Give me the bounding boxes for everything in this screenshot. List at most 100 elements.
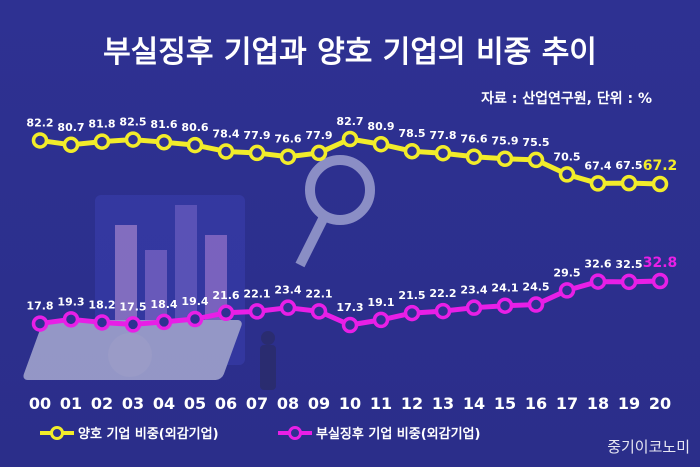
data-point	[465, 148, 483, 165]
illustration-magnifier-handle	[295, 212, 330, 268]
data-point	[651, 175, 669, 193]
data-point	[93, 314, 111, 331]
legend-swatch-marker	[50, 426, 64, 440]
data-label: 32.6	[584, 258, 611, 271]
data-label: 32.5	[615, 258, 642, 271]
illustration-lightbulb	[108, 333, 152, 377]
data-label: 23.4	[274, 284, 301, 297]
x-tick-label: 15	[494, 394, 516, 413]
data-label: 81.6	[150, 118, 177, 131]
data-label: 80.6	[181, 121, 208, 134]
chart-title: 부실징후 기업과 양호 기업의 비중 추이	[103, 35, 597, 70]
data-labels: 82.2 80.7 81.8 82.5 81.6 80.6 78.4 77.9 76.6 77.9…	[26, 115, 677, 314]
data-label: 82.7	[336, 115, 363, 128]
data-point	[155, 133, 173, 151]
data-label: 24.1	[491, 282, 518, 295]
data-label: 76.6	[274, 133, 301, 146]
data-label: 77.8	[429, 129, 456, 142]
data-label: 21.5	[398, 289, 425, 302]
illustration-person	[260, 345, 276, 390]
data-label: 22.1	[243, 287, 270, 300]
data-point	[31, 315, 49, 332]
data-point	[62, 311, 80, 328]
data-point	[186, 310, 204, 328]
data-point	[186, 136, 204, 154]
data-label: 18.4	[150, 298, 177, 311]
data-point	[217, 143, 235, 160]
x-tick-label: 04	[153, 394, 175, 413]
data-point	[434, 144, 452, 162]
data-label: 23.4	[460, 284, 487, 297]
brand-logo: 중기이코노미	[607, 438, 690, 456]
source-note: 자료 : 산업연구원, 단위 : %	[481, 90, 652, 107]
data-label: 19.1	[367, 296, 394, 309]
background-illustration	[23, 155, 375, 390]
x-tick-label: 19	[618, 394, 640, 413]
x-tick-label: 13	[432, 394, 454, 413]
x-tick-label: 02	[91, 394, 113, 413]
data-point	[279, 299, 297, 316]
data-label: 67.2	[643, 158, 678, 174]
data-point	[62, 136, 80, 154]
data-label: 22.2	[429, 287, 456, 300]
data-point	[496, 150, 514, 167]
x-tick-label: 12	[401, 394, 423, 413]
legend-label: 부실징후 기업 비중(외감기업)	[316, 426, 480, 442]
series-points	[31, 130, 669, 334]
data-label: 80.7	[57, 121, 84, 134]
data-point	[589, 175, 607, 192]
data-label: 21.6	[212, 289, 239, 302]
data-label: 78.4	[212, 127, 239, 140]
data-label: 81.8	[88, 118, 115, 131]
data-label: 67.4	[584, 159, 611, 172]
x-tick-label: 20	[649, 394, 671, 413]
legend-label: 양호 기업 비중(외감기업)	[78, 426, 219, 442]
data-point	[279, 148, 297, 165]
data-point	[620, 273, 638, 291]
data-label: 76.6	[460, 133, 487, 146]
x-tick-label: 03	[122, 394, 144, 413]
data-label: 75.5	[522, 136, 549, 149]
data-point	[465, 299, 483, 316]
data-point	[93, 133, 111, 150]
x-tick-label: 14	[463, 394, 485, 413]
data-label: 75.9	[491, 135, 518, 148]
x-tick-label: 01	[60, 394, 82, 413]
x-tick-label: 10	[339, 394, 361, 413]
data-label: 77.9	[243, 129, 270, 142]
data-label: 18.2	[88, 298, 115, 311]
x-tick-label: 16	[525, 394, 547, 413]
data-label: 24.5	[522, 281, 549, 294]
data-point	[155, 313, 173, 331]
legend-item-good: 양호 기업 비중(외감기업)	[40, 426, 219, 442]
data-point	[341, 316, 359, 334]
data-label: 82.5	[119, 116, 146, 129]
x-tick-label: 09	[308, 394, 330, 413]
data-label: 17.3	[336, 301, 363, 314]
illustration-person-head	[261, 331, 275, 345]
data-point	[558, 166, 576, 183]
data-label: 17.5	[119, 300, 146, 313]
x-tick-label: 18	[587, 394, 609, 413]
data-label: 77.9	[305, 129, 332, 142]
data-point	[527, 151, 545, 169]
x-tick-label: 00	[29, 394, 51, 413]
data-point	[124, 131, 142, 148]
data-point	[372, 311, 390, 329]
data-point	[558, 282, 576, 299]
x-tick-label: 17	[556, 394, 578, 413]
legend-item-distressed: 부실징후 기업 비중(외감기업)	[278, 426, 480, 442]
illustration-bar	[145, 250, 167, 335]
x-axis-ticks: 00 01 02 03 04 05 06 07 08 09 10 11 12 13 14 15 16 17 18 19…	[29, 394, 671, 413]
data-label: 19.3	[57, 295, 84, 308]
data-point	[496, 297, 514, 314]
data-point	[620, 174, 638, 192]
x-tick-label: 11	[370, 394, 392, 413]
data-label: 70.5	[553, 150, 580, 163]
data-point	[248, 303, 266, 320]
data-point	[248, 144, 266, 162]
data-label: 67.5	[615, 159, 642, 172]
data-point	[527, 296, 545, 313]
data-point	[403, 142, 421, 160]
